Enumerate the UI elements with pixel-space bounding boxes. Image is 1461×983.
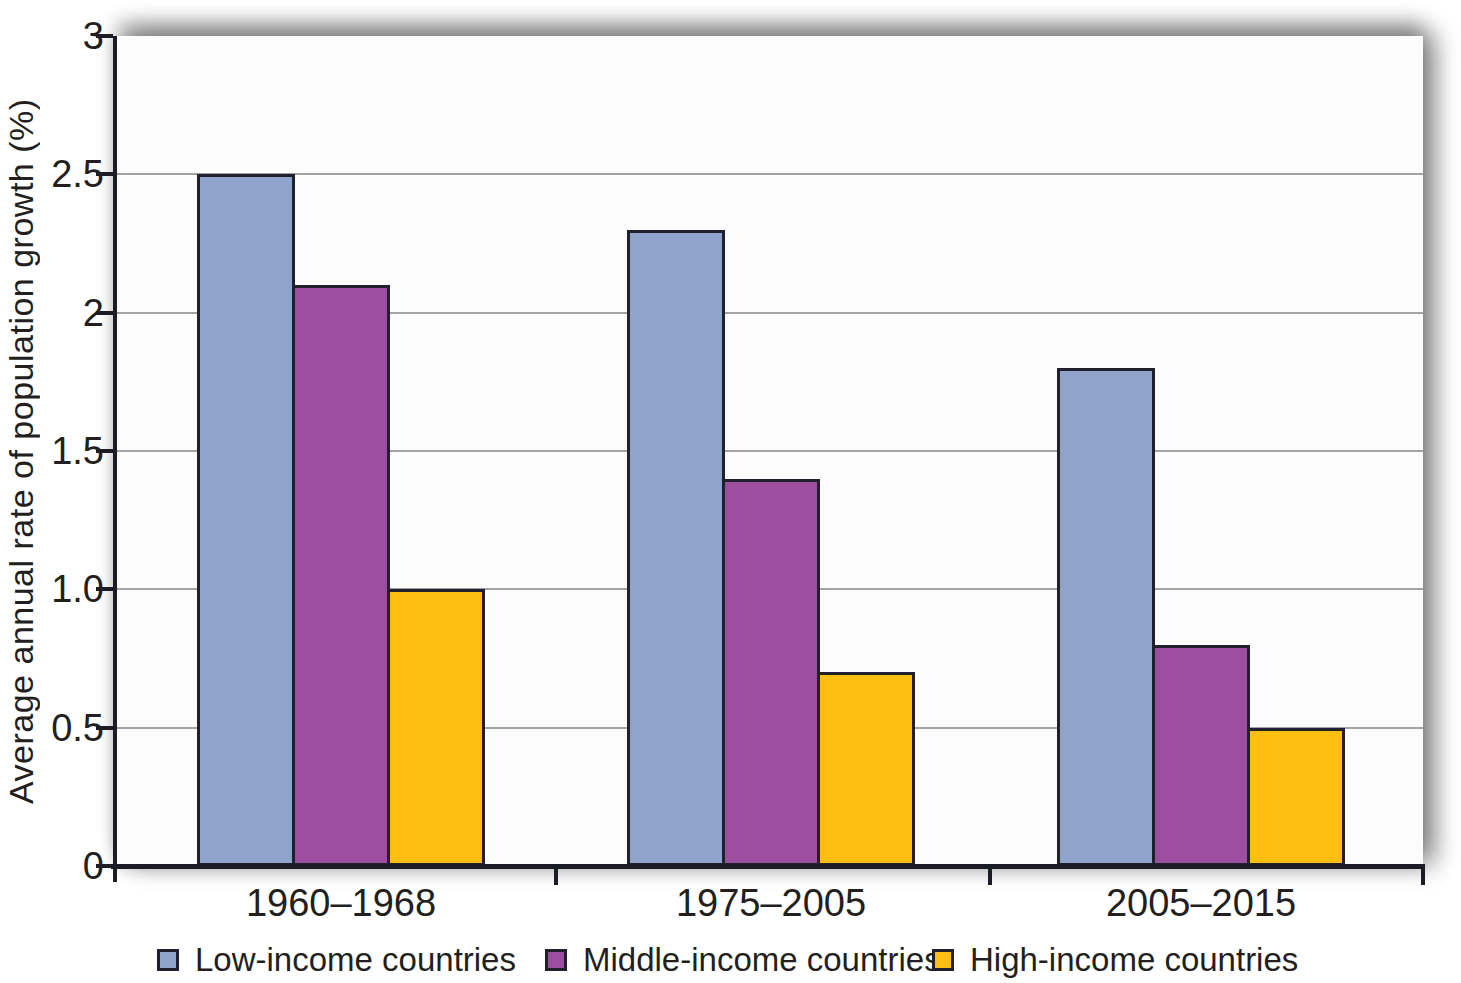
legend-item-high-income-countries: High-income countries: [932, 941, 1298, 979]
gridline-2.5: [117, 173, 1423, 175]
chart-legend: Low-income countries Middle-income countr…: [0, 941, 1461, 983]
bar-high-income-countries-1975-2005: [817, 672, 915, 866]
y-tick-label: 0: [0, 842, 104, 890]
bar-low-income-countries-1975-2005: [627, 230, 725, 866]
y-tick-label: 2: [0, 289, 104, 337]
bar-middle-income-countries-1960-1968: [292, 285, 390, 866]
legend-item-low-income-countries: Low-income countries: [157, 941, 516, 979]
legend-swatch-icon: [932, 949, 954, 971]
bar-low-income-countries-2005-2015: [1057, 368, 1155, 866]
legend-label: Middle-income countries: [583, 941, 941, 979]
y-tick-label: 3: [0, 12, 104, 60]
bar-middle-income-countries-2005-2015: [1152, 645, 1250, 866]
legend-swatch-icon: [545, 949, 567, 971]
legend-item-middle-income-countries: Middle-income countries: [545, 941, 941, 979]
x-axis-tick: [554, 868, 558, 885]
legend-label: High-income countries: [970, 941, 1298, 979]
x-axis-line: [111, 864, 1425, 869]
x-axis-tick: [988, 868, 992, 885]
x-category-label: 1960–1968: [191, 882, 491, 925]
plot-area: [117, 36, 1423, 866]
y-tick-label: 0.5: [0, 704, 104, 752]
y-tick-label: 1.0: [0, 565, 104, 613]
bar-low-income-countries-1960-1968: [197, 174, 295, 866]
x-category-label: 2005–2015: [1051, 882, 1351, 925]
bar-high-income-countries-2005-2015: [1247, 728, 1345, 866]
y-tick-label: 1.5: [0, 427, 104, 475]
chart-figure: Average annual rate of population growth…: [0, 0, 1461, 983]
legend-swatch-icon: [157, 949, 179, 971]
legend-label: Low-income countries: [195, 941, 516, 979]
bar-middle-income-countries-1975-2005: [722, 479, 820, 866]
y-axis-line: [113, 36, 117, 882]
bar-high-income-countries-1960-1968: [387, 589, 485, 866]
y-tick-label: 2.5: [0, 150, 104, 198]
x-category-label: 1975–2005: [621, 882, 921, 925]
x-axis-tick: [1421, 868, 1425, 885]
